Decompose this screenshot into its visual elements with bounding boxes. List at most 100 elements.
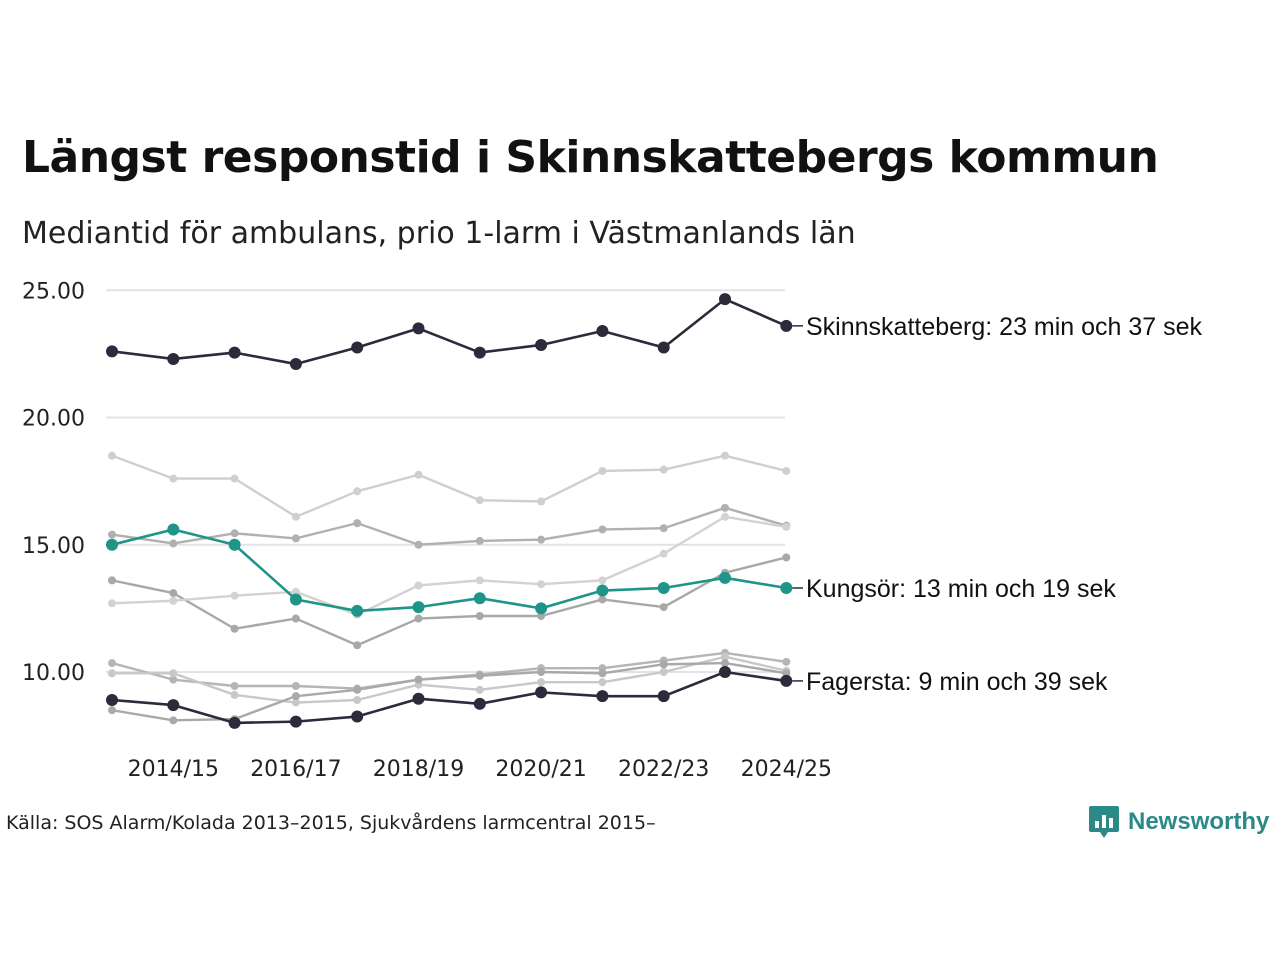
series-övrig-kommun-6	[108, 652, 791, 707]
data-point	[537, 580, 546, 589]
data-point	[353, 519, 362, 528]
data-point	[291, 692, 300, 701]
data-point	[230, 681, 239, 690]
data-point	[598, 678, 607, 687]
data-point	[535, 686, 548, 699]
data-point	[228, 716, 241, 729]
x-tick-label: 2020/21	[495, 757, 586, 782]
data-point	[228, 538, 241, 551]
x-tick-label: 2024/25	[741, 757, 832, 782]
data-point	[353, 641, 362, 650]
data-point	[473, 346, 486, 359]
data-point	[719, 293, 731, 306]
data-point	[780, 582, 793, 595]
y-tick-label: 25.00	[22, 279, 85, 304]
data-point	[475, 576, 484, 585]
data-point	[475, 685, 484, 694]
data-point	[167, 352, 180, 365]
series-line	[111, 670, 787, 725]
data-point	[537, 678, 546, 687]
data-point	[659, 660, 668, 669]
line-chart: 10.00 15.00 20.00 25.00 2014/15 2016/17 2018/…	[22, 279, 1203, 782]
data-point	[659, 524, 668, 533]
data-point	[659, 603, 668, 612]
data-point	[169, 589, 178, 598]
data-point	[782, 522, 791, 531]
data-point	[782, 657, 791, 666]
data-point	[414, 614, 423, 623]
data-point	[291, 534, 300, 543]
data-point	[106, 345, 118, 358]
series-line	[111, 297, 787, 366]
data-point	[169, 669, 178, 678]
data-point	[598, 576, 607, 585]
data-point	[169, 539, 178, 548]
data-point	[414, 470, 423, 479]
x-tick-label: 2014/15	[128, 757, 219, 782]
data-point	[169, 596, 178, 605]
data-point	[537, 535, 546, 544]
data-point	[596, 324, 609, 337]
data-point	[598, 669, 607, 678]
data-point	[167, 699, 180, 712]
data-point	[475, 612, 484, 621]
data-point	[108, 669, 116, 678]
data-point	[353, 487, 362, 496]
data-point	[353, 685, 362, 694]
data-point	[108, 659, 116, 668]
data-point	[289, 358, 302, 371]
data-point	[596, 584, 609, 597]
data-point	[659, 549, 668, 558]
series-fagersta	[106, 666, 793, 729]
x-tick-label: 2022/23	[618, 757, 709, 782]
data-point	[167, 523, 180, 536]
data-point	[414, 540, 423, 549]
data-point	[228, 346, 241, 359]
data-point	[169, 675, 178, 684]
series-skinnskatteberg	[106, 293, 793, 371]
series-end-label: Fagersta: 9 min och 39 sek	[806, 668, 1108, 696]
data-point	[289, 593, 302, 606]
data-point	[108, 451, 116, 460]
data-point	[721, 503, 729, 512]
data-point	[719, 666, 731, 678]
data-point	[169, 474, 178, 483]
data-point	[106, 538, 118, 551]
data-point	[780, 319, 793, 332]
data-point	[657, 690, 670, 703]
series-end-labels: Skinnskatteberg: 23 min och 37 sek Kungsö…	[792, 313, 1203, 696]
data-point	[230, 474, 239, 483]
data-point	[473, 592, 486, 605]
data-point	[351, 710, 364, 723]
series-line	[111, 454, 787, 518]
data-point	[351, 604, 364, 617]
chart-title: Längst responstid i Skinnskattebergs kom…	[22, 132, 1159, 183]
series-line	[111, 506, 787, 546]
data-point	[412, 692, 425, 705]
series-line	[111, 556, 787, 647]
data-point	[108, 576, 116, 585]
data-point	[537, 668, 546, 676]
series-line	[111, 528, 787, 613]
data-point	[412, 322, 425, 335]
data-point	[475, 536, 484, 545]
brand-logo: Newsworthy	[1088, 804, 1269, 840]
data-point	[108, 599, 116, 608]
y-tick-label: 10.00	[22, 661, 85, 686]
data-point	[535, 602, 548, 615]
series-line	[111, 651, 787, 690]
data-point	[169, 716, 178, 725]
data-point	[473, 697, 486, 710]
data-point	[721, 451, 729, 460]
data-point	[780, 674, 793, 687]
data-point	[659, 465, 668, 474]
data-point	[535, 338, 548, 351]
data-point	[721, 512, 729, 521]
source-note: Källa: SOS Alarm/Kolada 2013–2015, Sjukv…	[6, 812, 656, 834]
data-point	[719, 571, 731, 584]
data-point	[291, 698, 300, 707]
data-point	[412, 601, 425, 614]
series-övrig-kommun-1	[108, 451, 791, 521]
data-point	[414, 675, 423, 684]
x-tick-label: 2016/17	[250, 757, 341, 782]
